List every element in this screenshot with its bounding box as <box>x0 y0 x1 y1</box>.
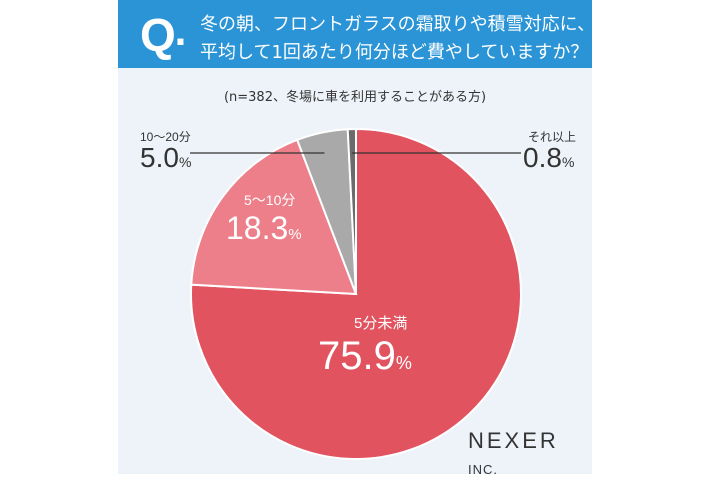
value-label-0: 75.9% <box>318 334 412 378</box>
pie-slice-3 <box>346 127 357 295</box>
question-line-1: 冬の朝、フロントガラスの霜取りや積雪対応に、 <box>200 14 596 35</box>
pie-chart <box>190 127 522 460</box>
label-cat-0: 5分未満 <box>354 315 408 332</box>
q-mark: Q <box>140 9 176 61</box>
value-label-2: 5.0% <box>140 142 192 173</box>
sample-note: (n=382、冬場に車を利用することがある方) <box>223 90 487 105</box>
question-header: Q . 冬の朝、フロントガラスの霜取りや積雪対応に、 平均して1回あたり何分ほど… <box>118 0 596 68</box>
label-cat-3: それ以上 <box>528 130 577 144</box>
label-cat-2: 10〜20分 <box>140 130 191 144</box>
label-cat-1: 5〜10分 <box>244 192 296 208</box>
value-label-1: 18.3% <box>226 210 302 246</box>
value-label-3: 0.8% <box>523 142 575 173</box>
nexer-logo: NEXER INC. <box>468 428 559 477</box>
pie-slice-1 <box>190 138 358 296</box>
infographic-card: Q . 冬の朝、フロントガラスの霜取りや積雪対応に、 平均して1回あたり何分ほど… <box>118 0 596 477</box>
question-line-2: 平均して1回あたり何分ほど費やしていますか？ <box>200 42 589 63</box>
pie-slice-0 <box>190 127 522 460</box>
q-dot: . <box>174 14 187 54</box>
